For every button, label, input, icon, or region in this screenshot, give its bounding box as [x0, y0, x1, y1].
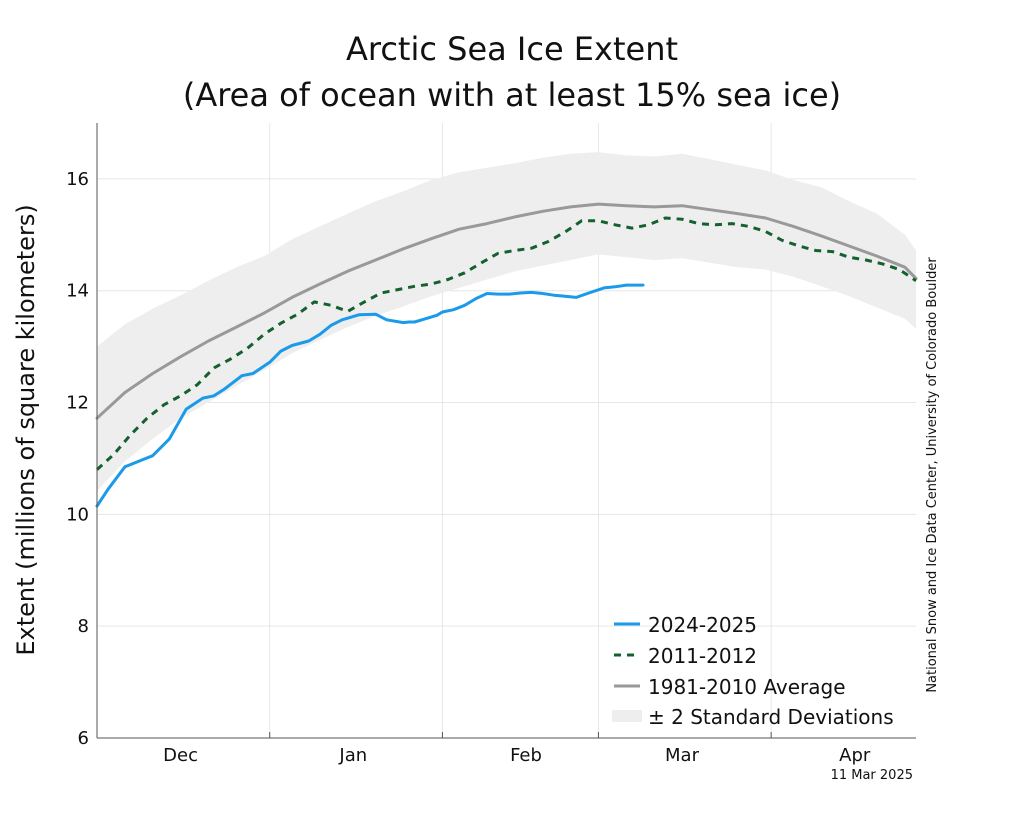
x-tick-label: Mar	[665, 745, 700, 766]
chart-title: Arctic Sea Ice Extent	[346, 30, 678, 68]
x-tick-label: Apr	[839, 745, 871, 766]
y-tick-label: 16	[66, 169, 89, 190]
x-tick-label: Jan	[338, 745, 367, 766]
y-tick-label: 14	[66, 281, 89, 302]
series-line-2024-2025	[95, 283, 645, 508]
legend-label-2011-2012: 2011-2012	[648, 644, 757, 668]
x-tick-label: Dec	[163, 745, 198, 766]
x-tick-label: Feb	[510, 745, 542, 766]
y-tick-label: 10	[66, 504, 89, 525]
credit-text: National Snow and Ice Data Center, Unive…	[925, 257, 940, 693]
y-tick-label: 12	[66, 393, 89, 414]
series-line-1981-2010-average	[95, 202, 918, 420]
std-band-layer	[97, 152, 916, 491]
legend-label-2024-2025: 2024-2025	[648, 613, 757, 637]
axis-layer: 6 8 10 12 14 16 Dec Jan Feb Mar Apr	[66, 123, 916, 766]
series-layer	[95, 202, 918, 508]
legend-label-average: 1981-2010 Average	[648, 675, 846, 699]
date-stamp: 11 Mar 2025	[831, 768, 913, 783]
y-axis-label: Extent (millions of square kilometers)	[12, 204, 40, 655]
legend-swatch-std-band	[612, 710, 642, 722]
chart-subtitle: (Area of ocean with at least 15% sea ice…	[183, 76, 841, 114]
series-line-2011-2012	[95, 216, 917, 471]
legend: 2024-2025 2011-2012 1981-2010 Average ± …	[612, 613, 894, 729]
std-band-area	[97, 152, 916, 491]
y-tick-label: 6	[78, 728, 89, 749]
y-tick-label: 8	[78, 616, 89, 637]
legend-label-std-band: ± 2 Standard Deviations	[648, 705, 894, 729]
